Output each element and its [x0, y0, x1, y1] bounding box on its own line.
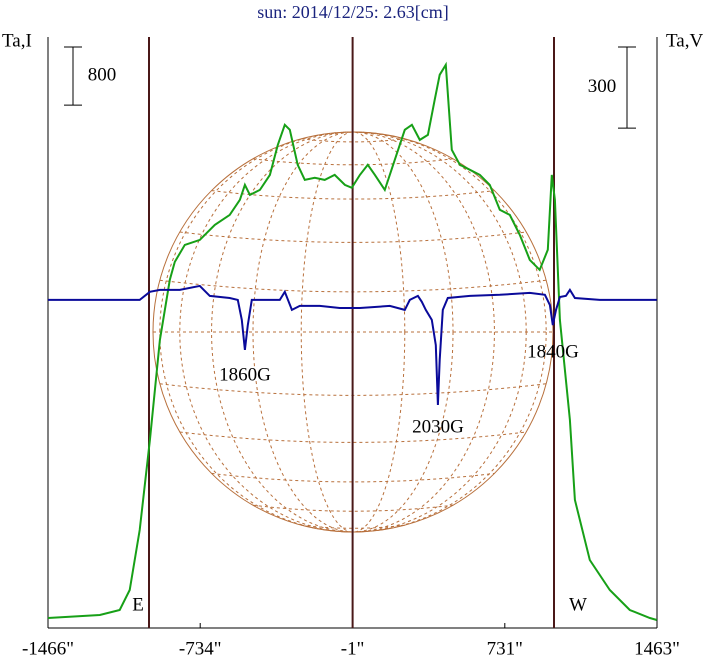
- x-tick-label: -1": [341, 638, 365, 659]
- parallel: [301, 138, 405, 143]
- y2-axis-label: Ta,V: [666, 30, 703, 51]
- limb-label: W: [569, 594, 587, 615]
- parallel: [179, 231, 527, 243]
- annotation: 2030G: [412, 416, 464, 437]
- y-axis-label: Ta,I: [2, 30, 32, 51]
- meridian: [300, 131, 406, 533]
- x-tick-label: -734": [179, 638, 222, 659]
- parallel: [179, 431, 527, 443]
- series-line: [48, 284, 657, 406]
- x-tick-label: 1463": [634, 638, 680, 659]
- annotation: 1840G: [527, 341, 579, 362]
- parallel: [211, 190, 495, 200]
- x-tick-label: -1466": [22, 638, 74, 659]
- chart-title: sun: 2014/12/25: 2.63[cm]: [257, 2, 449, 22]
- parallel: [252, 504, 454, 512]
- x-tick-label: 731": [487, 638, 523, 659]
- limb-label: E: [132, 594, 144, 615]
- scale-bar-label: 800: [88, 64, 117, 85]
- parallel: [301, 524, 405, 529]
- scale-bar-label: 300: [588, 76, 617, 97]
- annotation: 1860G: [219, 364, 271, 385]
- series-line: [47, 61, 658, 621]
- parallel: [252, 158, 454, 166]
- parallel: [211, 472, 495, 483]
